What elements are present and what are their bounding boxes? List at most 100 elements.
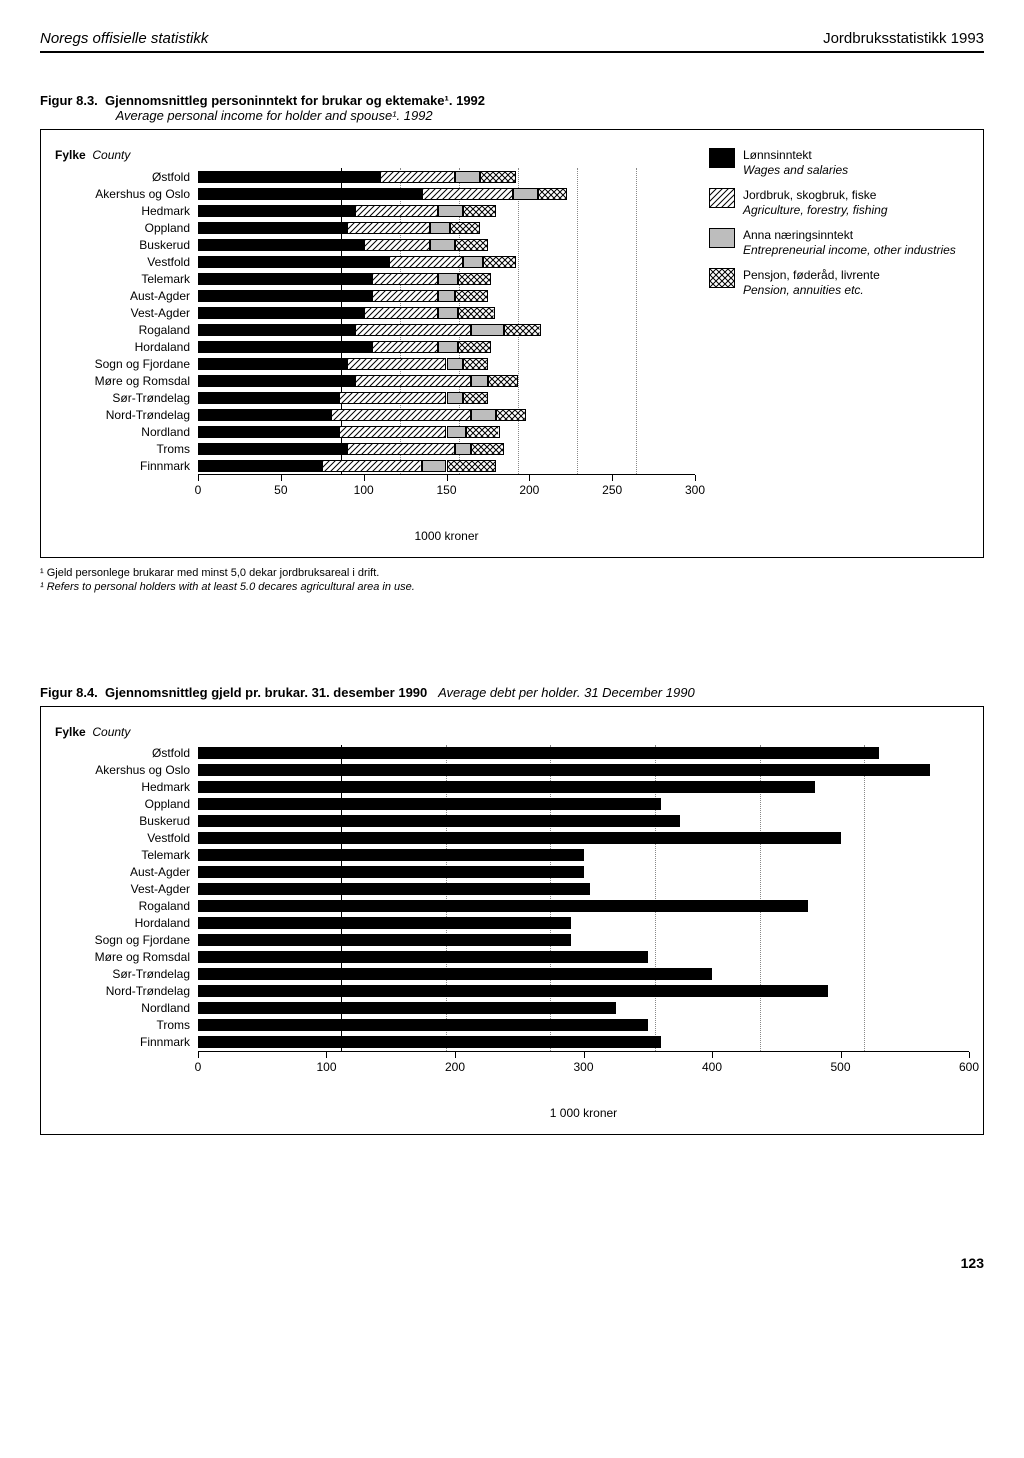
bar-label: Finnmark (55, 459, 198, 473)
bar-segment (198, 239, 364, 251)
bar-segment (355, 205, 438, 217)
bar-segment (198, 849, 584, 861)
bar-segment (447, 358, 464, 370)
bar-segment (198, 358, 347, 370)
bar-segment (455, 239, 488, 251)
x-tick: 0 (198, 1052, 199, 1058)
bar-row: Rogaland (55, 898, 969, 915)
legend-label: Anna næringsinntektEntrepreneurial incom… (743, 228, 956, 258)
header-right: Jordbruksstatistikk 1993 (823, 30, 984, 47)
fig83-legend: LønnsinntektWages and salariesJordbruk, … (695, 148, 969, 543)
bar-row: Møre og Romsdal (55, 372, 695, 389)
bar-row: Østfold (55, 168, 695, 185)
bar-row: Sør-Trøndelag (55, 966, 969, 983)
bar-segment (198, 951, 648, 963)
x-tick: 400 (712, 1052, 713, 1058)
bar-segment (538, 188, 568, 200)
bar-label: Hordaland (55, 340, 198, 354)
bar-label: Troms (55, 442, 198, 456)
bar-segment (322, 460, 421, 472)
bar-segment (364, 307, 439, 319)
bar-segment (198, 1036, 661, 1048)
x-tick: 200 (529, 475, 530, 481)
bar-segment (347, 222, 430, 234)
bar-segment (455, 171, 480, 183)
bar-segment (447, 426, 467, 438)
bar-segment (198, 324, 355, 336)
bar-segment (198, 1002, 616, 1014)
legend-label: LønnsinntektWages and salaries (743, 148, 848, 178)
bar-segment (339, 392, 447, 404)
bar-segment (198, 968, 712, 980)
x-tick: 600 (969, 1052, 970, 1058)
x-tick: 100 (364, 475, 365, 481)
bar-segment (430, 222, 450, 234)
bar-segment (471, 324, 504, 336)
bar-segment (438, 273, 458, 285)
bar-segment (389, 256, 464, 268)
bar-segment (198, 917, 571, 929)
bar-segment (198, 443, 347, 455)
x-tick: 0 (198, 475, 199, 481)
bar-segment (347, 443, 455, 455)
bar-segment (198, 341, 372, 353)
bar-label: Hedmark (55, 204, 198, 218)
bar-label: Nordland (55, 425, 198, 439)
bar-segment (339, 426, 447, 438)
bar-segment (463, 256, 483, 268)
bar-segment (438, 307, 458, 319)
bar-label: Hordaland (55, 916, 198, 930)
bar-segment (364, 239, 430, 251)
bar-segment (438, 341, 458, 353)
legend-label: Pensjon, føderåd, livrentePension, annui… (743, 268, 880, 298)
bar-segment (198, 256, 389, 268)
fig84-x-unit: 1 000 kroner (198, 1106, 969, 1120)
bar-row: Finnmark (55, 457, 695, 474)
bar-segment (471, 443, 504, 455)
fig83-caption: Figur 8.3. Gjennomsnittleg personinntekt… (40, 93, 984, 123)
bar-label: Rogaland (55, 899, 198, 913)
bar-label: Vestfold (55, 831, 198, 845)
bar-segment (372, 341, 438, 353)
bar-segment (450, 222, 480, 234)
bar-row: Møre og Romsdal (55, 949, 969, 966)
bar-row: Telemark (55, 847, 969, 864)
bar-row: Sogn og Fjordane (55, 932, 969, 949)
bar-row: Oppland (55, 796, 969, 813)
bar-segment (422, 188, 513, 200)
bar-row: Oppland (55, 219, 695, 236)
bar-label: Sogn og Fjordane (55, 933, 198, 947)
bar-segment (198, 798, 661, 810)
bar-label: Østfold (55, 170, 198, 184)
bar-row: Vest-Agder (55, 304, 695, 321)
fig83-footnote: ¹ Gjeld personlege brukarar med minst 5,… (40, 566, 984, 595)
bar-segment (198, 781, 815, 793)
bar-label: Nord-Trøndelag (55, 408, 198, 422)
bar-segment (198, 307, 364, 319)
bar-segment (458, 307, 494, 319)
legend-item: LønnsinntektWages and salaries (709, 148, 969, 178)
bar-label: Nordland (55, 1001, 198, 1015)
bar-label: Aust-Agder (55, 289, 198, 303)
bar-segment (198, 273, 372, 285)
bar-segment (496, 409, 526, 421)
bar-segment (438, 290, 455, 302)
bar-label: Akershus og Oslo (55, 763, 198, 777)
x-tick: 250 (612, 475, 613, 481)
bar-row: Sør-Trøndelag (55, 389, 695, 406)
bar-segment (372, 273, 438, 285)
bar-segment (438, 205, 463, 217)
fig83-y-axis-title: Fylke County (55, 148, 695, 162)
bar-segment (471, 375, 488, 387)
bar-label: Møre og Romsdal (55, 950, 198, 964)
bar-segment (198, 934, 571, 946)
bar-segment (430, 239, 455, 251)
bar-segment (198, 375, 355, 387)
bar-label: Nord-Trøndelag (55, 984, 198, 998)
bar-row: Østfold (55, 745, 969, 762)
bar-row: Hordaland (55, 915, 969, 932)
bar-segment (455, 443, 472, 455)
bar-segment (198, 985, 828, 997)
bar-row: Vestfold (55, 253, 695, 270)
bar-label: Buskerud (55, 238, 198, 252)
